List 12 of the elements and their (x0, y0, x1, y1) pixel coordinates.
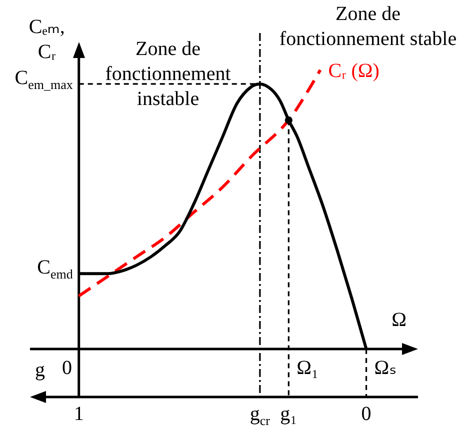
text: 0 (62, 357, 72, 379)
series-label: Cᵣ (Ω) (328, 60, 380, 82)
x-tick-label: 1 (74, 403, 84, 425)
ref-line-label: Ω₁ (296, 357, 319, 379)
x-axis-title: g (35, 359, 45, 381)
annotation: Zone de fonctionnement instable (105, 38, 232, 110)
ref-line-label: Ωₛ (374, 357, 397, 379)
x-tick-label: 0 (361, 403, 372, 425)
text: Zone de fonctionnement stable (279, 3, 457, 50)
y-axis-title: Cₑₘ, Cᵣ (28, 16, 65, 63)
x-tick-label: g₁ (280, 403, 298, 425)
x2-axis-title: Ω (392, 309, 406, 331)
